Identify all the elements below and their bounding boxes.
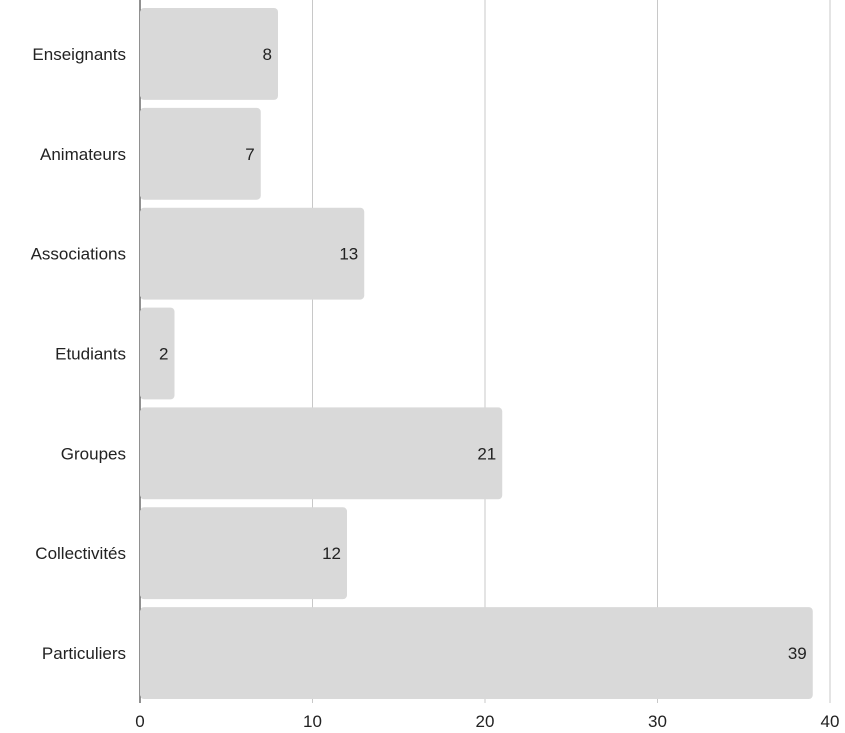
data-label: 21: [477, 444, 496, 463]
data-label: 39: [788, 644, 807, 663]
data-label: 13: [339, 245, 358, 264]
category-label: Groupes: [61, 444, 126, 463]
bar-associations: [140, 207, 365, 300]
x-axis-tick-labels: 0 10 20 30 40: [135, 712, 839, 731]
bars: [140, 7, 813, 700]
bar-animateurs: [140, 107, 261, 200]
category-label: Associations: [31, 245, 126, 264]
category-label: Animateurs: [40, 145, 126, 164]
category-label: Enseignants: [32, 45, 126, 64]
bar-etudiants: [140, 307, 175, 400]
data-label: 7: [245, 145, 254, 164]
bar-enseignants: [140, 7, 278, 100]
x-tick-label: 10: [303, 712, 322, 731]
x-tick-label: 0: [135, 712, 144, 731]
data-label: 12: [322, 544, 341, 563]
data-labels: 8 7 13 2 21 12 39: [159, 45, 807, 663]
category-label: Particuliers: [42, 644, 126, 663]
x-tick-label: 30: [648, 712, 667, 731]
bar-groupes: [140, 407, 503, 500]
bar-collectivités: [140, 507, 347, 600]
x-tick-label: 40: [821, 712, 840, 731]
x-tick-label: 20: [476, 712, 495, 731]
data-label: 2: [159, 345, 168, 364]
category-labels: Enseignants Animateurs Associations Etudian…: [31, 45, 126, 663]
data-label: 8: [263, 45, 272, 64]
category-label: Etudiants: [55, 345, 126, 364]
category-label: Collectivités: [35, 544, 126, 563]
bar-particuliers: [140, 607, 813, 700]
